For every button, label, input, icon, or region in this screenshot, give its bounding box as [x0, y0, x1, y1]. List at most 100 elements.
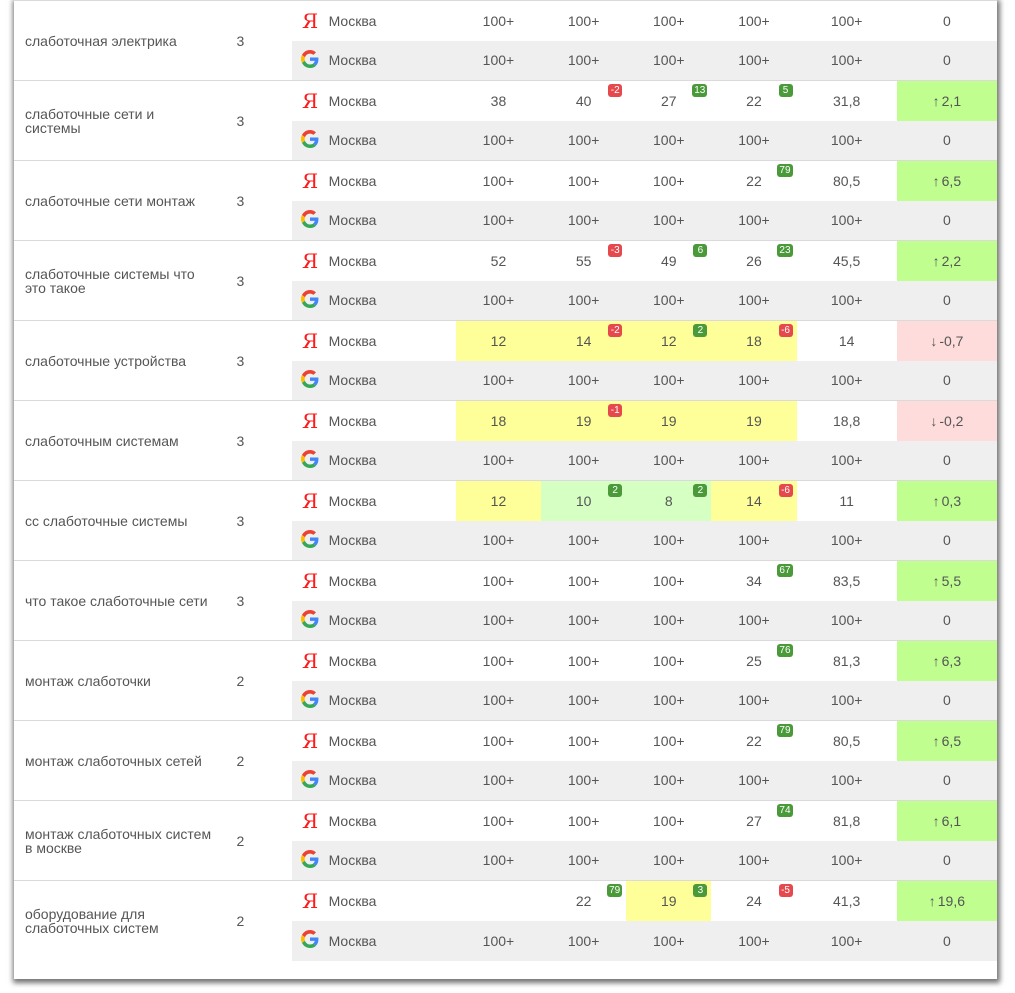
google-row: Москва 100+ 100+ 100+ 100+ 100+ 0: [14, 840, 997, 881]
dynamics-value: 19,6: [937, 892, 965, 909]
yandex-icon: Я: [302, 488, 319, 513]
position-value: 100+: [653, 172, 685, 189]
position-value: 100+: [482, 532, 515, 549]
position-value: 100+: [653, 372, 685, 389]
region-cell: Москва: [328, 600, 456, 641]
position-cell: 19 -1: [541, 400, 627, 441]
average-position-cell: 83,5: [796, 560, 897, 601]
frequency-cell: 3: [231, 480, 292, 561]
google-icon: [301, 529, 319, 551]
position-value: 100+: [653, 692, 685, 709]
keyword-cell: слаботочная электрика: [14, 0, 232, 81]
position-cell: 100+: [626, 0, 712, 41]
position-value: 100+: [567, 932, 600, 949]
search-engine-cell: [291, 520, 329, 561]
position-cell: 100+: [711, 840, 797, 881]
position-cell: 100+: [626, 600, 712, 641]
position-cell: 14 -6: [711, 480, 797, 521]
dynamics-cell: ↑ 19,6: [896, 880, 997, 921]
position-value: 100+: [567, 532, 600, 549]
position-value: 12: [490, 492, 507, 509]
position-value: 38: [490, 92, 507, 109]
region-cell: Москва: [328, 760, 456, 801]
average-position-cell: 11: [796, 480, 897, 521]
position-change-badge: 6: [693, 244, 708, 257]
position-value: 100+: [653, 772, 685, 789]
position-value: 100+: [738, 212, 770, 229]
frequency-cell: 3: [231, 400, 292, 481]
dynamics-cell: 0: [896, 760, 997, 801]
position-value: 19: [746, 412, 762, 429]
search-engine-cell: [291, 360, 329, 401]
dynamics-value: 6,5: [941, 172, 962, 189]
search-engine-cell: Я: [291, 160, 329, 201]
position-value: 100+: [482, 692, 515, 709]
position-cell: 100+: [455, 200, 542, 241]
position-value: 8: [664, 492, 673, 509]
search-engine-cell: [291, 40, 329, 81]
frequency-cell: 3: [231, 240, 292, 321]
dynamics-value: 0: [942, 692, 951, 709]
position-value: 100+: [738, 292, 770, 309]
frequency-cell: 3: [231, 320, 292, 401]
position-value: 100+: [482, 452, 515, 469]
frequency-cell: 2: [231, 720, 292, 801]
search-engine-cell: Я: [291, 400, 329, 441]
search-engine-cell: Я: [291, 560, 329, 601]
position-value: 100+: [653, 532, 685, 549]
position-value: 27: [746, 812, 762, 829]
frequency-cell: 2: [231, 640, 292, 721]
position-value: 19: [661, 412, 677, 429]
average-position-cell: 81,3: [796, 640, 897, 681]
keyword-cell: слаботочным системам: [14, 400, 232, 481]
dynamics-cell: ↑ 6,1: [896, 800, 997, 841]
position-change-badge: -1: [608, 404, 623, 417]
position-cell: 100+: [541, 360, 627, 401]
position-value: 26: [746, 252, 762, 269]
average-position-cell: 100+: [796, 440, 897, 481]
position-cell: 100+: [711, 280, 797, 321]
position-cell: 100+: [541, 280, 627, 321]
average-position-cell: 18,8: [796, 400, 897, 441]
dynamics-cell: ↑ 5,5: [896, 560, 997, 601]
position-change-badge: -6: [778, 324, 793, 337]
position-cell: 100+: [711, 0, 797, 41]
keyword-cell: монтаж слаботочных систем в москве: [14, 800, 232, 881]
yandex-row: слаботочные сети монтаж 3 Я Москва 100+ 100+ 1…: [14, 160, 997, 241]
position-value: 100+: [567, 52, 600, 69]
position-cell: 18 -6: [711, 320, 797, 361]
dynamics-value: 0: [942, 212, 951, 229]
keyword-cell: сс слаботочные системы: [14, 480, 232, 561]
position-value: 100+: [653, 572, 685, 589]
position-cell: 100+: [541, 560, 627, 601]
position-value: 100+: [482, 812, 515, 829]
region-cell: Москва: [328, 120, 456, 161]
dynamics-cell: ↓ -0,7: [896, 320, 997, 361]
search-engine-cell: [291, 200, 329, 241]
position-change-badge: 79: [607, 884, 623, 897]
yandex-row: сс слаботочные системы 3 Я Москва 12 10 2 8 2 14-…: [14, 480, 997, 561]
dynamics-cell: 0: [896, 680, 997, 721]
position-value: 18: [490, 412, 507, 429]
position-value: 100+: [567, 212, 600, 229]
yandex-icon: Я: [302, 808, 319, 833]
google-icon: [301, 49, 319, 71]
position-value: 12: [490, 332, 507, 349]
frequency-cell: 2: [231, 880, 292, 961]
position-cell: 14 -2: [541, 320, 627, 361]
position-value: 100+: [653, 932, 685, 949]
position-cell: 100+: [711, 680, 797, 721]
position-value: 100+: [567, 812, 600, 829]
dynamics-value: 0: [942, 52, 951, 69]
frequency-cell: 3: [231, 80, 292, 161]
average-position-cell: 100+: [796, 280, 897, 321]
yandex-icon: Я: [302, 648, 319, 673]
google-icon: [301, 849, 319, 871]
position-cell: 100+: [711, 200, 797, 241]
search-engine-cell: Я: [291, 80, 329, 121]
position-cell: 52: [455, 240, 542, 281]
search-engine-cell: [291, 440, 329, 481]
position-cell: 100+: [626, 920, 712, 961]
position-cell: 100+: [626, 800, 712, 841]
region-cell: Москва: [328, 400, 456, 441]
